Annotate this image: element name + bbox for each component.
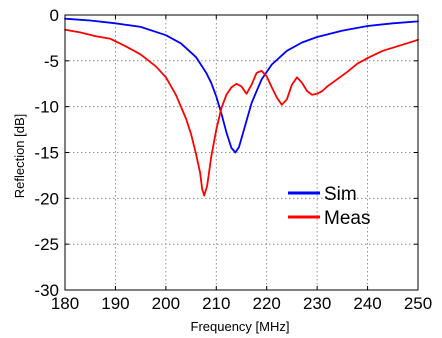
x-tick-label: 210 — [202, 294, 230, 313]
y-tick-label: -5 — [44, 52, 59, 71]
y-tick-label: -20 — [34, 189, 59, 208]
series-line-meas — [64, 28, 419, 197]
legend-label-sim: Sim — [324, 184, 357, 205]
series-layer — [64, 17, 419, 197]
y-axis-label: Reflection [dB] — [12, 114, 27, 199]
y-tick-label: -10 — [34, 98, 59, 117]
series-line-sim — [64, 17, 419, 154]
x-tick-label: 220 — [253, 294, 281, 313]
x-tick-label: 180 — [51, 294, 79, 313]
x-tick-label: 250 — [404, 294, 432, 313]
legend-label-meas: Meas — [324, 208, 370, 229]
grid — [65, 15, 418, 290]
x-tick-label: 240 — [353, 294, 381, 313]
legend: Sim Meas — [288, 184, 370, 229]
x-tick-label: 200 — [152, 294, 180, 313]
x-tick-label: 190 — [101, 294, 129, 313]
ticks: 180 190 200 210 220 230 240 250 0 -5 -10 -15 -20 -25 -… — [34, 6, 432, 313]
y-tick-label: -25 — [34, 235, 59, 254]
x-axis-label: Frequency [MHz] — [191, 319, 290, 334]
y-tick-label: -15 — [34, 144, 59, 163]
y-tick-label: -30 — [34, 281, 59, 300]
x-tick-label: 230 — [303, 294, 331, 313]
y-tick-label: 0 — [50, 6, 59, 25]
